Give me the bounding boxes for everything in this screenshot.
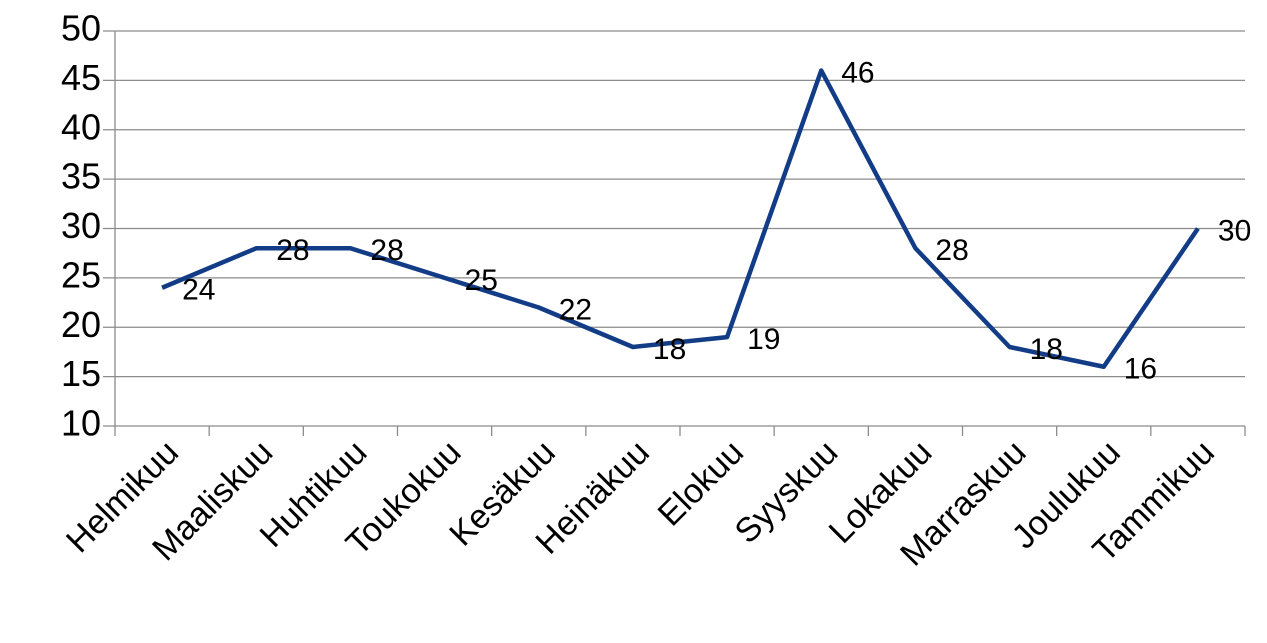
y-tick-label: 20 xyxy=(61,304,101,345)
data-label: 28 xyxy=(276,234,309,267)
y-tick-label: 40 xyxy=(61,106,101,147)
data-label: 18 xyxy=(653,333,686,366)
data-line xyxy=(161,68,1200,369)
data-label: 25 xyxy=(465,264,498,297)
y-tick-label: 35 xyxy=(61,156,101,197)
x-tick-label: Syyskuu xyxy=(728,433,846,551)
data-label: 19 xyxy=(747,323,780,356)
data-label: 30 xyxy=(1218,214,1251,247)
y-tick-label: 30 xyxy=(61,205,101,246)
data-label: 24 xyxy=(182,274,215,307)
y-tick-label: 15 xyxy=(61,353,101,394)
data-label: 28 xyxy=(935,234,968,267)
y-tick-label: 45 xyxy=(61,57,101,98)
data-label: 22 xyxy=(559,293,592,326)
data-label: 18 xyxy=(1030,333,1063,366)
data-label: 16 xyxy=(1124,353,1157,386)
data-label: 28 xyxy=(370,234,403,267)
y-tick-label: 10 xyxy=(61,403,101,444)
data-label: 46 xyxy=(841,56,874,89)
y-tick-label: 50 xyxy=(61,8,101,49)
y-tick-label: 25 xyxy=(61,254,101,295)
